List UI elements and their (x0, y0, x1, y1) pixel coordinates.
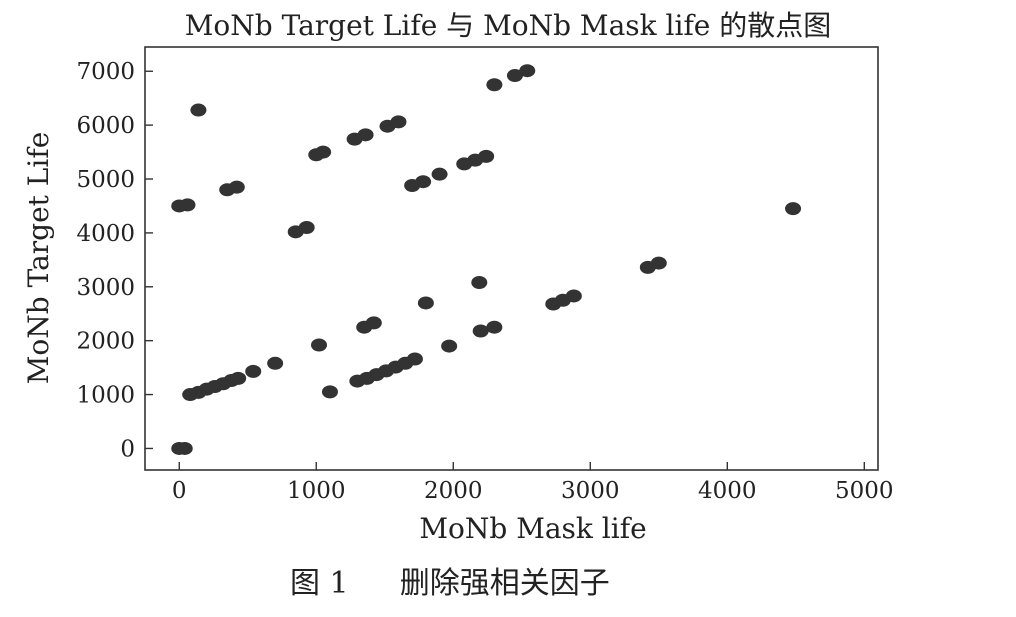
data-point (486, 320, 503, 334)
x-tick-label: 4000 (698, 478, 757, 504)
data-point (471, 275, 488, 289)
data-point (357, 128, 374, 142)
y-axis-label: MoNb Target Life (22, 132, 55, 385)
data-point (415, 175, 432, 189)
data-point (390, 115, 407, 129)
data-point (472, 324, 489, 338)
data-point (321, 385, 338, 399)
x-axis-label: MoNb Mask life (419, 512, 646, 545)
data-point (230, 371, 247, 385)
data-point (478, 149, 495, 163)
x-axis-ticks: 0 1000 2000 3000 4000 5000 (172, 462, 894, 504)
data-point (228, 180, 245, 194)
y-tick-label: 0 (120, 436, 135, 462)
y-tick-label: 6000 (76, 113, 135, 139)
figure-caption-text: 删除强相关因子 (399, 566, 610, 601)
data-point (785, 202, 802, 216)
data-point (190, 103, 207, 117)
x-tick-label: 3000 (561, 478, 620, 504)
y-tick-label: 3000 (76, 275, 135, 301)
data-point (365, 316, 382, 330)
y-tick-label: 2000 (76, 329, 135, 355)
data-point (176, 441, 193, 455)
y-tick-label: 4000 (76, 221, 135, 247)
y-tick-label: 7000 (76, 59, 135, 85)
chart-title: MoNb Target Life 与 MoNb Mask life 的散点图 (184, 9, 832, 42)
x-tick-label: 1000 (287, 478, 346, 504)
data-point (179, 198, 196, 212)
data-point (506, 69, 523, 83)
data-point (245, 364, 262, 378)
data-point (519, 64, 536, 78)
data-point (417, 296, 434, 310)
figure-number: 图 1 (290, 566, 349, 601)
data-point (486, 78, 503, 92)
plot-frame (144, 46, 879, 471)
x-tick-label: 0 (172, 478, 187, 504)
data-point (441, 339, 458, 353)
y-tick-label: 1000 (76, 383, 135, 409)
y-axis-ticks: 0 1000 2000 3000 4000 5000 6000 7000 (76, 59, 153, 462)
data-point (406, 352, 423, 366)
data-point (315, 145, 332, 159)
data-point (311, 338, 328, 352)
data-point (565, 289, 582, 303)
data-point (650, 256, 667, 270)
x-tick-label: 2000 (424, 478, 483, 504)
data-points (171, 64, 802, 455)
figure-caption: 图 1 删除强相关因子 (290, 558, 610, 602)
y-tick-label: 5000 (76, 167, 135, 193)
data-point (298, 221, 315, 235)
x-tick-label: 5000 (835, 478, 894, 504)
data-point (431, 167, 448, 181)
data-point (267, 356, 284, 370)
